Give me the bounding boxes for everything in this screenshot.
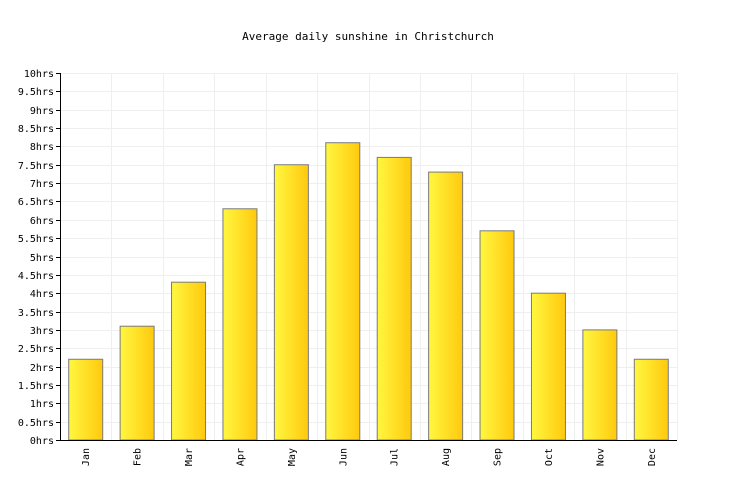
x-tick-label: Dec xyxy=(647,448,658,466)
x-tick-label: Jan xyxy=(81,448,92,466)
y-tick-label: 0.5hrs xyxy=(18,418,54,429)
y-tick-label: 10hrs xyxy=(24,69,54,80)
y-tick-label: 8.5hrs xyxy=(18,124,54,135)
y-tick-label: 6hrs xyxy=(30,216,54,227)
bar-mar xyxy=(171,281,207,441)
y-tick-label: 7.5hrs xyxy=(18,161,54,172)
y-tick-label: 1hrs xyxy=(30,399,54,410)
y-tick-label: 5hrs xyxy=(30,253,54,264)
axes xyxy=(56,73,677,441)
x-tick-label: Aug xyxy=(441,448,452,466)
bar-jun xyxy=(325,142,361,441)
y-tick-label: 7hrs xyxy=(30,179,54,190)
bar-oct xyxy=(530,292,566,441)
x-tick-label: Sep xyxy=(493,448,504,466)
bar-jul xyxy=(376,156,412,441)
y-tick-label: 6.5hrs xyxy=(18,197,54,208)
bars xyxy=(68,142,669,441)
y-tick-label: 9.5hrs xyxy=(18,87,54,98)
grid xyxy=(60,73,678,440)
x-tick-label: Nov xyxy=(595,448,606,466)
y-tick-label: 4.5hrs xyxy=(18,271,54,282)
x-tick-label: Oct xyxy=(544,448,555,466)
y-tick-label: 2hrs xyxy=(30,363,54,374)
bar-sep xyxy=(479,230,515,441)
y-tick-label: 0hrs xyxy=(30,436,54,447)
bar-jan xyxy=(68,358,104,441)
y-tick-label: 1.5hrs xyxy=(18,381,54,392)
tick-labels: 0hrs 0.5hrs 1hrs 1.5hrs 2hrs 2.5hrs 3hrs 3.5hrs… xyxy=(18,69,658,466)
bar-nov xyxy=(582,329,618,441)
y-tick-label: 8hrs xyxy=(30,142,54,153)
y-tick-label: 5.5hrs xyxy=(18,234,54,245)
bar-aug xyxy=(428,171,464,441)
y-tick-label: 3hrs xyxy=(30,326,54,337)
chart-title: Average daily sunshine in Christchurch xyxy=(242,30,494,43)
x-tick-label: May xyxy=(287,448,298,466)
y-tick-label: 9hrs xyxy=(30,106,54,117)
x-tick-label: Mar xyxy=(184,448,195,466)
bar-apr xyxy=(222,208,258,441)
x-tick-label: Apr xyxy=(235,448,246,466)
y-tick-label: 4hrs xyxy=(30,289,54,300)
y-tick-label: 3.5hrs xyxy=(18,308,54,319)
x-tick-label: Jul xyxy=(390,448,401,466)
x-tick-label: Jun xyxy=(338,448,349,466)
bar-feb xyxy=(119,325,155,441)
x-tick-label: Feb xyxy=(133,448,144,466)
bar-dec xyxy=(633,358,669,441)
y-tick-label: 2.5hrs xyxy=(18,344,54,355)
bar-may xyxy=(273,164,309,441)
